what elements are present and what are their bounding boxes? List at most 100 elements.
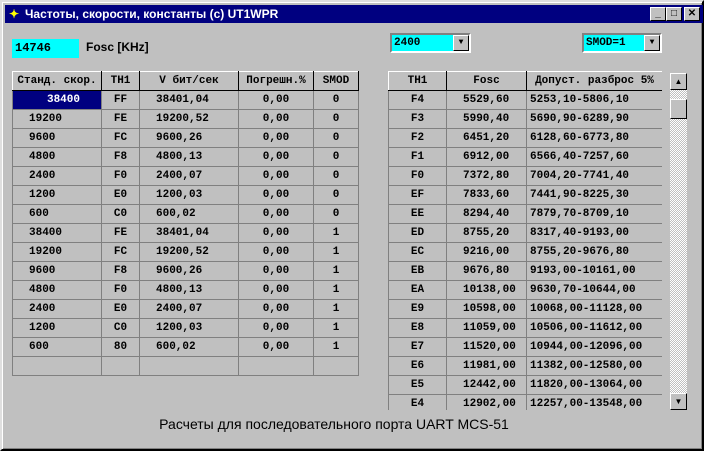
table-cell[interactable]: 19200,52 — [139, 242, 239, 262]
table-cell[interactable]: 8755,20 — [446, 223, 527, 243]
table-cell[interactable]: F0 — [101, 166, 140, 186]
table-row[interactable]: 19200 FC 19200,52 0,00 1 — [12, 242, 359, 262]
table-cell[interactable] — [139, 356, 239, 376]
table-cell[interactable]: 1200 — [12, 318, 102, 338]
fosc-input[interactable]: 14746 — [12, 39, 79, 58]
table-cell[interactable]: 38401,04 — [139, 223, 239, 243]
table-cell[interactable]: 0,00 — [238, 299, 314, 319]
table-cell[interactable]: 8317,40-9193,00 — [526, 223, 662, 243]
table-cell[interactable]: FE — [101, 223, 140, 243]
table-cell[interactable]: 600,02 — [139, 204, 239, 224]
table-cell[interactable] — [12, 356, 102, 376]
table-cell[interactable]: ED — [388, 223, 447, 243]
table-row[interactable]: E7 11520,00 10944,00-12096,00 — [388, 337, 662, 357]
table-cell[interactable]: 19200,52 — [139, 109, 239, 129]
table-row[interactable]: E6 11981,00 11382,00-12580,00 — [388, 356, 662, 376]
table-cell[interactable]: 9193,00-10161,00 — [526, 261, 662, 281]
table-cell[interactable]: 0,00 — [238, 90, 314, 110]
column-header[interactable]: Погрешн.% — [238, 71, 314, 91]
table-cell[interactable]: 9630,70-10644,00 — [526, 280, 662, 300]
table-cell[interactable]: 7441,90-8225,30 — [526, 185, 662, 205]
table-cell[interactable]: 600,02 — [139, 337, 239, 357]
table-cell[interactable]: 4800 — [12, 147, 102, 167]
baud-rate-table[interactable]: Станд. скор. TH1 V бит/сек Погрешн.% SMOD 384… — [12, 71, 359, 376]
table-cell[interactable]: E0 — [101, 185, 140, 205]
table-cell[interactable]: E5 — [388, 375, 447, 395]
table-row[interactable]: E8 11059,00 10506,00-11612,00 — [388, 318, 662, 338]
table-cell[interactable]: F8 — [101, 261, 140, 281]
table-cell[interactable]: 11820,00-13064,00 — [526, 375, 662, 395]
table-cell[interactable]: FC — [101, 242, 140, 262]
table-cell[interactable]: 10598,00 — [446, 299, 527, 319]
chevron-down-icon[interactable]: ▼ — [453, 35, 469, 51]
table-row[interactable]: EC 9216,00 8755,20-9676,80 — [388, 242, 662, 262]
table-row[interactable]: F2 6451,20 6128,60-6773,80 — [388, 128, 662, 148]
table-row[interactable]: 600 C0 600,02 0,00 0 — [12, 204, 359, 224]
table-cell[interactable]: 8294,40 — [446, 204, 527, 224]
table-row[interactable]: 4800 F0 4800,13 0,00 1 — [12, 280, 359, 300]
table-cell[interactable]: E4 — [388, 394, 447, 410]
table-cell[interactable]: FE — [101, 109, 140, 129]
table-row[interactable]: EF 7833,60 7441,90-8225,30 — [388, 185, 662, 205]
table-cell[interactable]: 0,00 — [238, 185, 314, 205]
baud-rate-select[interactable]: 2400 ▼ — [390, 33, 471, 53]
table-row[interactable]: 19200 FE 19200,52 0,00 0 — [12, 109, 359, 129]
fosc-table[interactable]: TH1 Fosc Допуст. разброс 5% F4 5529,60 5253,1… — [388, 71, 662, 410]
table-cell[interactable]: 600 — [12, 337, 102, 357]
table-row[interactable]: F1 6912,00 6566,40-7257,60 — [388, 147, 662, 167]
table-row[interactable]: ED 8755,20 8317,40-9193,00 — [388, 223, 662, 243]
table-cell[interactable] — [313, 356, 359, 376]
table-cell[interactable]: 7879,70-8709,10 — [526, 204, 662, 224]
table-cell[interactable]: 0,00 — [238, 147, 314, 167]
table-cell[interactable]: E9 — [388, 299, 447, 319]
table-cell[interactable]: 12442,00 — [446, 375, 527, 395]
table-row[interactable]: 600 80 600,02 0,00 1 — [12, 337, 359, 357]
table-cell[interactable]: FC — [101, 128, 140, 148]
table-cell[interactable]: 1 — [313, 280, 359, 300]
table-cell[interactable]: 12902,00 — [446, 394, 527, 410]
maximize-button[interactable]: □ — [666, 7, 682, 21]
table-cell[interactable]: 11059,00 — [446, 318, 527, 338]
table-cell[interactable]: 0 — [313, 147, 359, 167]
table-cell[interactable]: 8755,20-9676,80 — [526, 242, 662, 262]
table-cell[interactable]: 11981,00 — [446, 356, 527, 376]
table-cell[interactable]: E7 — [388, 337, 447, 357]
table-cell[interactable]: EA — [388, 280, 447, 300]
table-cell[interactable]: 0,00 — [238, 223, 314, 243]
table-cell[interactable]: F0 — [101, 280, 140, 300]
table-cell[interactable]: 19200 — [12, 109, 102, 129]
table-row[interactable]: EE 8294,40 7879,70-8709,10 — [388, 204, 662, 224]
table-row[interactable]: F3 5990,40 5690,90-6289,90 — [388, 109, 662, 129]
table-cell[interactable]: 9676,80 — [446, 261, 527, 281]
table-cell[interactable] — [101, 356, 140, 376]
table-cell[interactable]: 1 — [313, 242, 359, 262]
table-cell[interactable]: E0 — [101, 299, 140, 319]
table-cell[interactable]: 11382,00-12580,00 — [526, 356, 662, 376]
smod-select[interactable]: SMOD=1 ▼ — [582, 33, 662, 53]
column-header[interactable]: TH1 — [388, 71, 447, 91]
table-cell[interactable]: 0 — [313, 90, 359, 110]
table-cell[interactable]: 10068,00-11128,00 — [526, 299, 662, 319]
table-cell[interactable]: 2400 — [12, 166, 102, 186]
table-cell[interactable]: 1 — [313, 337, 359, 357]
table-cell[interactable]: F8 — [101, 147, 140, 167]
table-cell[interactable]: 1 — [313, 318, 359, 338]
table-cell[interactable]: 1 — [313, 261, 359, 281]
table-cell[interactable]: 2400,07 — [139, 299, 239, 319]
table-cell[interactable]: 4800 — [12, 280, 102, 300]
table-cell[interactable]: 5990,40 — [446, 109, 527, 129]
table-cell[interactable]: 0,00 — [238, 128, 314, 148]
table-cell[interactable]: 1 — [313, 299, 359, 319]
table-row[interactable]: 1200 C0 1200,03 0,00 1 — [12, 318, 359, 338]
column-header[interactable]: Станд. скор. — [12, 71, 102, 91]
table-cell[interactable]: 7372,80 — [446, 166, 527, 186]
table-cell[interactable]: 0,00 — [238, 242, 314, 262]
table-cell[interactable]: 600 — [12, 204, 102, 224]
table-cell[interactable]: 1200 — [12, 185, 102, 205]
close-button[interactable]: ✕ — [684, 7, 700, 21]
table-cell[interactable]: 1 — [313, 223, 359, 243]
table-cell[interactable]: 38400 — [12, 223, 102, 243]
column-header[interactable]: V бит/сек — [139, 71, 239, 91]
table-cell[interactable]: 0 — [313, 204, 359, 224]
table-cell[interactable]: 38400 — [12, 90, 102, 110]
